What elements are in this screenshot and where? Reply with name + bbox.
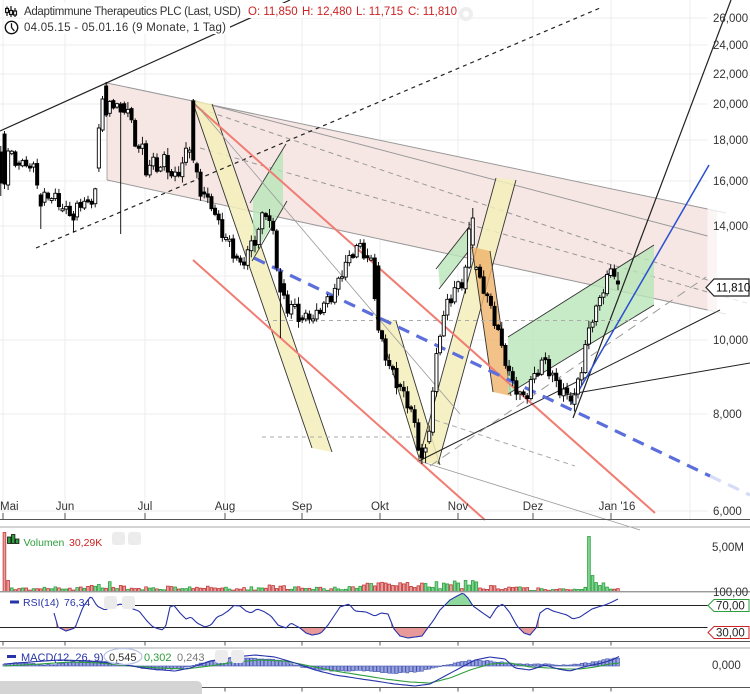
svg-text:Mai: Mai	[0, 501, 19, 513]
svg-text:Jul: Jul	[138, 501, 153, 513]
svg-text:0,000: 0,000	[712, 660, 741, 672]
svg-text:RSI(14): RSI(14)	[23, 597, 59, 609]
svg-text:Dez: Dez	[523, 501, 544, 513]
svg-text:Okt: Okt	[371, 501, 390, 513]
svg-text:8,000: 8,000	[713, 409, 742, 421]
svg-text:5,00M: 5,00M	[712, 542, 744, 554]
svg-text:20,000: 20,000	[713, 99, 748, 111]
svg-text:Aug: Aug	[215, 501, 235, 513]
svg-text:Nov: Nov	[448, 501, 469, 513]
svg-text:14,000: 14,000	[713, 221, 748, 233]
svg-text:MACD(12, 26, 9): MACD(12, 26, 9)	[21, 652, 104, 664]
svg-text:Sep: Sep	[292, 501, 312, 513]
svg-text:30,00: 30,00	[716, 628, 745, 640]
svg-text:10,000: 10,000	[713, 335, 748, 347]
svg-text:0,302: 0,302	[144, 652, 172, 664]
svg-text:6,000: 6,000	[713, 506, 742, 518]
svg-text:04.05.15 - 05.01.16 (9 Monate,: 04.05.15 - 05.01.16 (9 Monate, 1 Tag)	[24, 22, 226, 34]
svg-text:70,00: 70,00	[716, 601, 745, 613]
svg-text:C: 11,810: C: 11,810	[408, 6, 457, 18]
svg-text:76,34: 76,34	[64, 597, 90, 609]
svg-text:26,000: 26,000	[713, 13, 748, 25]
svg-text:0,545: 0,545	[109, 652, 137, 664]
svg-text:Volumen: Volumen	[24, 537, 65, 549]
svg-text:24,000: 24,000	[713, 40, 748, 52]
svg-text:22,000: 22,000	[713, 69, 748, 81]
svg-text:O: 11,850: O: 11,850	[248, 6, 298, 18]
svg-text:100,00: 100,00	[713, 587, 748, 599]
svg-text:16,000: 16,000	[713, 176, 748, 188]
svg-text:Adaptimmune Therapeutics PLC (: Adaptimmune Therapeutics PLC (Last, USD)	[24, 6, 241, 18]
svg-text:18,000: 18,000	[713, 135, 748, 147]
svg-text:30,29K: 30,29K	[69, 537, 102, 549]
svg-text:Jun: Jun	[56, 501, 75, 513]
svg-text:Jan '16: Jan '16	[599, 501, 636, 513]
svg-text:H: 12,480: H: 12,480	[302, 6, 352, 18]
svg-text:0,243: 0,243	[177, 652, 205, 664]
svg-text:L: 11,715: L: 11,715	[356, 6, 403, 18]
svg-text:11,810: 11,810	[716, 283, 750, 295]
